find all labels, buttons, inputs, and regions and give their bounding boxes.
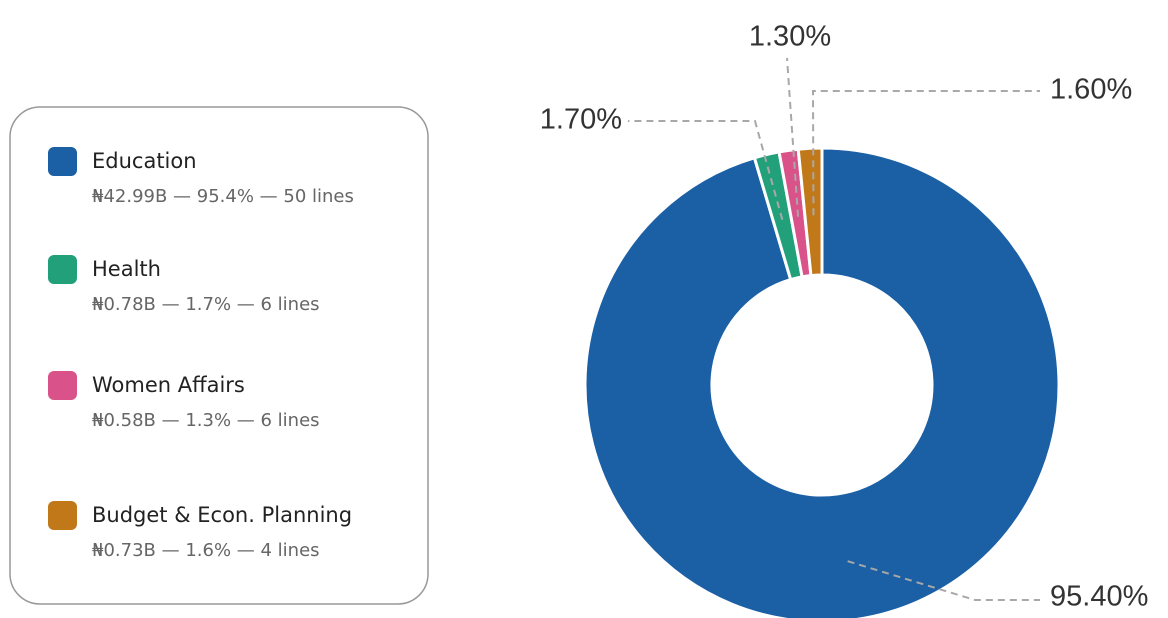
legend-label: Budget & Econ. Planning: [92, 503, 352, 527]
legend-detail: ₦0.73B — 1.6% — 4 lines: [92, 540, 320, 561]
legend-detail: ₦42.99B — 95.4% — 50 lines: [92, 186, 354, 207]
data-label: 95.40%: [1050, 581, 1148, 613]
donut-slice: [583, 146, 1061, 618]
leader-line: [847, 560, 1040, 601]
leader-line: [628, 120, 784, 220]
data-label: 1.70%: [540, 104, 622, 136]
data-label: 1.60%: [1050, 74, 1132, 106]
legend-label: Health: [92, 257, 161, 281]
legend-label: Women Affairs: [92, 373, 245, 397]
donut-slice: [796, 146, 824, 278]
leader-line: [811, 90, 1040, 216]
legend-detail: ₦0.58B — 1.3% — 6 lines: [92, 410, 320, 431]
legend-label: Education: [92, 149, 197, 173]
legend-detail: ₦0.78B — 1.7% — 6 lines: [92, 294, 320, 315]
legend-swatch: [48, 147, 77, 176]
legend-box: [9, 106, 429, 605]
legend-swatch: [48, 371, 77, 400]
data-label: 1.30%: [749, 21, 831, 53]
leader-line: [786, 57, 800, 217]
legend-swatch: [48, 255, 77, 284]
legend-swatch: [48, 501, 77, 530]
